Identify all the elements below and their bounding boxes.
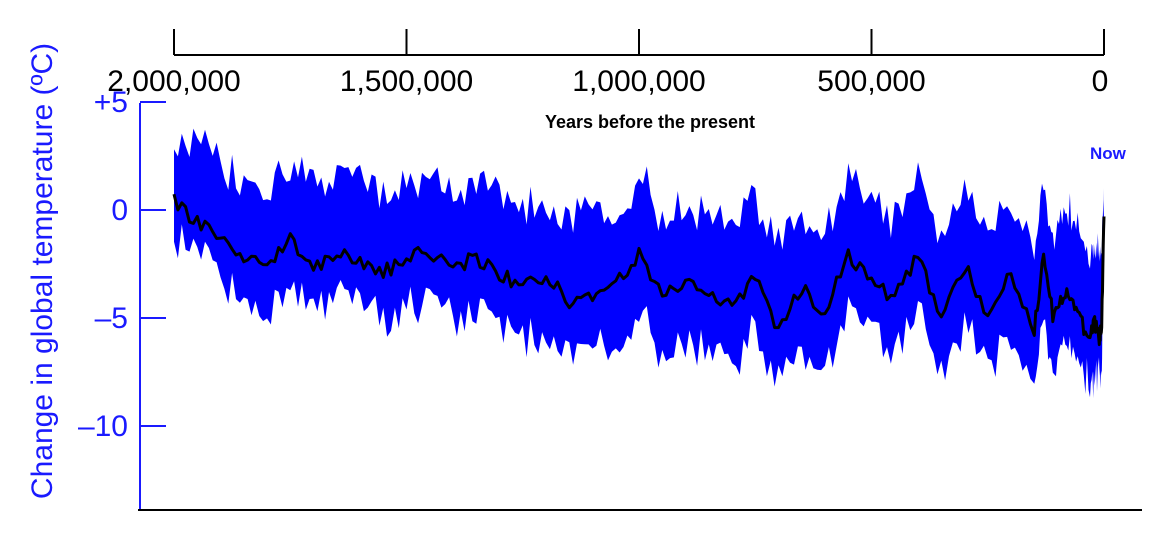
y-axis: +5 0 –5 –10	[78, 86, 166, 510]
x-axis-label: Years before the present	[545, 112, 755, 132]
x-ticks: 2,000,000 1,500,000 1,000,000 500,000 0	[107, 29, 1108, 98]
y-tick-label: –5	[95, 302, 128, 335]
y-tick-label: –10	[78, 410, 128, 443]
now-annotation: Now	[1090, 144, 1127, 163]
y-axis-label: Change in global temperature (ºC)	[26, 43, 59, 499]
x-tick-label: 500,000	[817, 65, 925, 98]
uncertainty-band	[174, 128, 1104, 399]
x-tick-label: 0	[1092, 65, 1109, 98]
x-tick-label: 1,000,000	[572, 65, 705, 98]
x-tick-label: 2,000,000	[107, 65, 240, 98]
x-tick-label: 1,500,000	[340, 65, 473, 98]
mean-temperature-line	[172, 193, 1106, 347]
x-axis: 2,000,000 1,500,000 1,000,000 500,000 0	[107, 29, 1108, 98]
y-ticks: +5 0 –5 –10	[78, 86, 166, 443]
y-tick-label: 0	[111, 194, 128, 227]
y-tick-label: +5	[94, 86, 128, 119]
